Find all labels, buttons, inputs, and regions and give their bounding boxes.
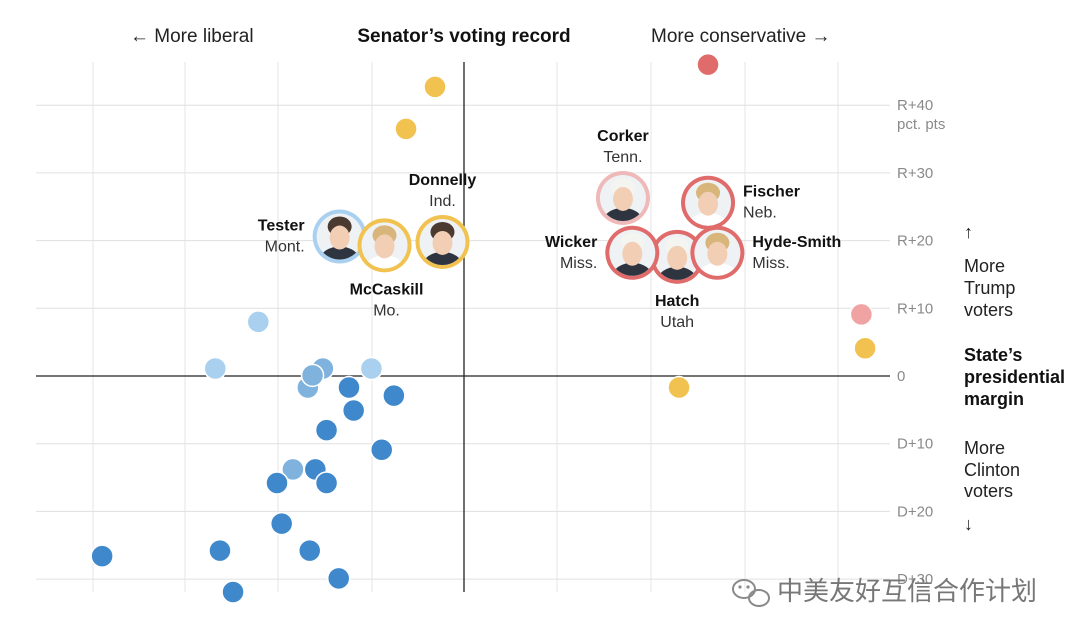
y-tick-label: R+20 [897, 233, 933, 250]
portrait-head [667, 245, 688, 270]
down-arrow: ↓ [964, 514, 973, 534]
y-tick-label: R+40 [897, 97, 933, 114]
portrait-face [688, 182, 729, 226]
senator-portrait-hatch: Hatch Utah [650, 229, 705, 331]
axes [36, 62, 890, 592]
portrait-face [697, 232, 738, 276]
portrait-face [364, 225, 405, 269]
senator-state: Miss. [752, 255, 789, 272]
portrait-shoulders [657, 266, 698, 280]
data-point [394, 117, 418, 141]
y-tick-unit: pct. pts [897, 116, 945, 133]
senator-name: Tester [258, 218, 305, 235]
senator-name: McCaskill [350, 281, 424, 298]
x-label-liberal: ← More liberal [130, 26, 254, 47]
senator-state: Tenn. [603, 149, 642, 166]
portrait-head [329, 225, 350, 250]
data-point [423, 75, 447, 99]
data-point [853, 336, 877, 360]
portrait-face [319, 216, 360, 260]
y-tick-label: R+30 [897, 165, 933, 182]
data-point [297, 538, 322, 563]
senator-name: Fischer [743, 184, 800, 201]
senator-portraits: Tester Mont. McCaskill Mo. Donnelly Ind. Corke… [258, 128, 841, 331]
senator-name: Corker [597, 128, 649, 145]
data-point [269, 511, 294, 536]
portrait-shoulders [612, 262, 653, 276]
senator-portrait-donnelly: Donnelly Ind. [409, 172, 477, 269]
data-point [337, 375, 361, 400]
senator-portrait-corker: Corker Tenn. [595, 128, 650, 225]
up-arrow: ↑ [964, 222, 973, 242]
portrait-face [602, 177, 643, 221]
y-axis-label: State’s presidential margin [964, 345, 1065, 409]
senator-state: Mont. [265, 239, 305, 256]
senator-state: Miss. [560, 255, 597, 272]
senator-dots [90, 52, 877, 604]
watermark: 中美友好互信合作计划 [732, 577, 1037, 607]
portrait-shoulders [688, 212, 729, 226]
wechat-icon [732, 579, 770, 607]
portrait-shoulders [602, 207, 643, 221]
senator-portrait-hyde-smith: Hyde-Smith Miss. [690, 225, 841, 280]
data-point [359, 356, 384, 381]
data-point [326, 566, 351, 591]
y-tick-label: D+30 [897, 571, 933, 588]
portrait-shoulders [364, 255, 405, 269]
data-point [246, 310, 271, 334]
data-point [667, 375, 691, 400]
senator-portrait-fischer: Fischer Neb. [681, 175, 800, 230]
data-point [314, 471, 339, 495]
y-tick-label: D+10 [897, 436, 933, 453]
chart-title: Senator’s voting record [357, 26, 570, 47]
portrait-face [657, 236, 698, 280]
data-point [221, 580, 245, 604]
senator-name: Hatch [655, 293, 699, 310]
portrait-head [707, 241, 728, 266]
portrait-face [612, 232, 653, 276]
data-point [314, 418, 339, 442]
portrait-shoulders [422, 251, 463, 265]
senator-state: Utah [660, 314, 694, 331]
portrait-shoulders [697, 262, 738, 276]
portrait-head [374, 234, 395, 259]
data-point [341, 398, 366, 423]
data-point [369, 438, 394, 462]
senator-name: Wicker [545, 234, 597, 251]
grid [36, 62, 890, 592]
portrait-shoulders [319, 246, 360, 260]
watermark-text: 中美友好互信合作计划 [777, 577, 1037, 607]
data-point [208, 538, 232, 563]
senator-state: Neb. [743, 205, 777, 222]
y-tick-label: R+10 [897, 300, 933, 317]
senator-name: Hyde-Smith [752, 234, 841, 251]
portrait-head [432, 230, 453, 255]
y-tick-labels: R+40 pct. pts R+30 R+20 R+10 0 D+10 D+20 D+30 [897, 97, 945, 588]
portrait-head [612, 186, 633, 211]
data-point [696, 52, 720, 77]
y-tick-label: 0 [897, 368, 905, 385]
y-tick-label: D+20 [897, 503, 933, 520]
data-point [203, 356, 228, 381]
data-point [300, 363, 325, 388]
portrait-face [422, 221, 463, 265]
clinton-label: More Clinton voters [964, 438, 1020, 501]
data-point [849, 302, 874, 327]
portrait-head [622, 241, 643, 266]
senator-name: Donnelly [409, 172, 477, 189]
senator-state: Ind. [429, 193, 456, 210]
x-label-conservative: More conservative → [651, 26, 831, 47]
trump-label: More Trump voters [964, 256, 1015, 320]
senator-portrait-wicker: Wicker Miss. [545, 225, 660, 280]
senator-portrait-tester: Tester Mont. [258, 209, 367, 264]
senator-portrait-mccaskill: McCaskill Mo. [350, 218, 424, 319]
data-point [382, 383, 406, 408]
data-point [90, 544, 114, 568]
portrait-head [698, 191, 719, 216]
data-point [265, 471, 289, 495]
senator-state: Mo. [373, 302, 400, 319]
